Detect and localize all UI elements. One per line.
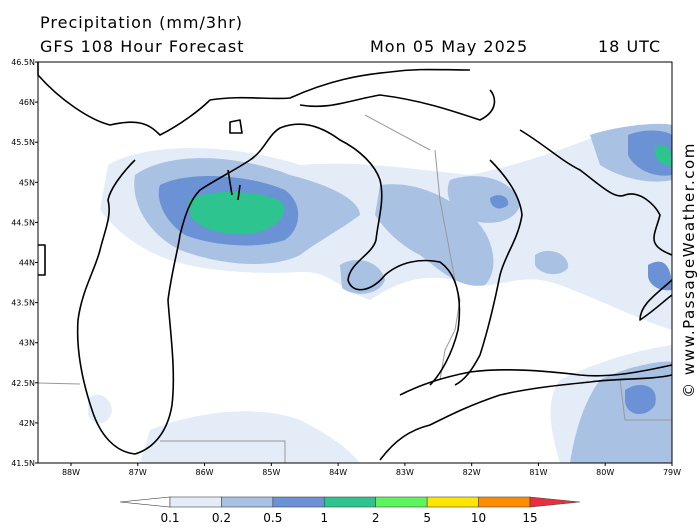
precip-0-2 xyxy=(375,184,494,286)
map-area xyxy=(37,61,673,464)
latitude-label: 42.5N xyxy=(11,379,35,388)
colorbar-label: 0.2 xyxy=(212,511,231,525)
precip-1-2 xyxy=(655,144,672,166)
latitude-label: 41.5N xyxy=(11,459,35,468)
borders xyxy=(37,114,672,463)
latitude-label: 45.5N xyxy=(11,138,35,147)
latitude-label: 45N xyxy=(19,178,35,187)
longitude-label: 81W xyxy=(529,468,547,477)
latitude-label: 46N xyxy=(19,98,35,107)
precip-0-5 xyxy=(625,385,656,415)
latitude-label: 43N xyxy=(19,339,35,348)
precip-0-5 xyxy=(648,261,672,291)
longitude-label: 87W xyxy=(129,468,147,477)
longitude-label: 86W xyxy=(196,468,214,477)
colorbar-segment xyxy=(478,496,531,508)
colorbar-label: 15 xyxy=(522,511,537,525)
colorbar-label: 1 xyxy=(320,511,328,525)
colorbar-segment xyxy=(169,496,222,508)
precip-1-2 xyxy=(188,191,285,235)
colorbar-label: 5 xyxy=(423,511,431,525)
map-title: Precipitation (mm/3hr) xyxy=(40,13,243,32)
colorbar-segment xyxy=(375,496,428,508)
precip-0-5 xyxy=(490,195,509,209)
colorbar-label: 10 xyxy=(471,511,486,525)
longitude-label: 80W xyxy=(596,468,614,477)
colorbar-segment xyxy=(426,496,479,508)
longitude-label: 79W xyxy=(663,468,681,477)
forecast-time: 18 UTC xyxy=(598,37,661,56)
precip-0-2 xyxy=(447,176,520,223)
colorbar-segment xyxy=(221,496,274,508)
precip-0-5 xyxy=(628,130,672,176)
precipitation-field xyxy=(88,123,672,463)
latitude-label: 43.5N xyxy=(11,299,35,308)
latitude-labels: 46.5N 46N 45.5N 45N 44.5N 44N 43.5N 43N 42.5N 42N… xyxy=(11,58,38,468)
longitude-label: 82W xyxy=(463,468,481,477)
latitude-label: 46.5N xyxy=(11,58,35,67)
longitude-labels: 88W 87W 86W 85W 84W 83W 82W 81W 80W 79W xyxy=(62,463,681,477)
longitude-label: 85W xyxy=(262,468,280,477)
colorbar-segment xyxy=(529,496,581,508)
precip-0-2 xyxy=(535,250,569,275)
colorbar-segment xyxy=(323,496,377,508)
forecast-model: GFS 108 Hour Forecast xyxy=(40,37,245,56)
longitude-label: 83W xyxy=(396,468,414,477)
colorbar-label: 2 xyxy=(372,511,380,525)
colorbar-label: 0.1 xyxy=(160,511,179,525)
latitude-label: 44.5N xyxy=(11,218,35,227)
colorbar: 0.1 0.2 0.5 1 2 5 10 15 xyxy=(119,496,581,525)
latitude-label: 44N xyxy=(19,259,35,268)
watermark: © www.PassageWeather.com xyxy=(680,142,698,398)
coastlines xyxy=(37,62,673,461)
colorbar-segment xyxy=(272,496,325,508)
colorbar-segment xyxy=(119,496,171,508)
forecast-date: Mon 05 May 2025 xyxy=(370,37,528,56)
precip-0-1 xyxy=(140,411,360,463)
longitude-label: 84W xyxy=(329,468,347,477)
latitude-label: 42N xyxy=(19,419,35,428)
colorbar-label: 0.5 xyxy=(263,511,282,525)
longitude-label: 88W xyxy=(62,468,80,477)
